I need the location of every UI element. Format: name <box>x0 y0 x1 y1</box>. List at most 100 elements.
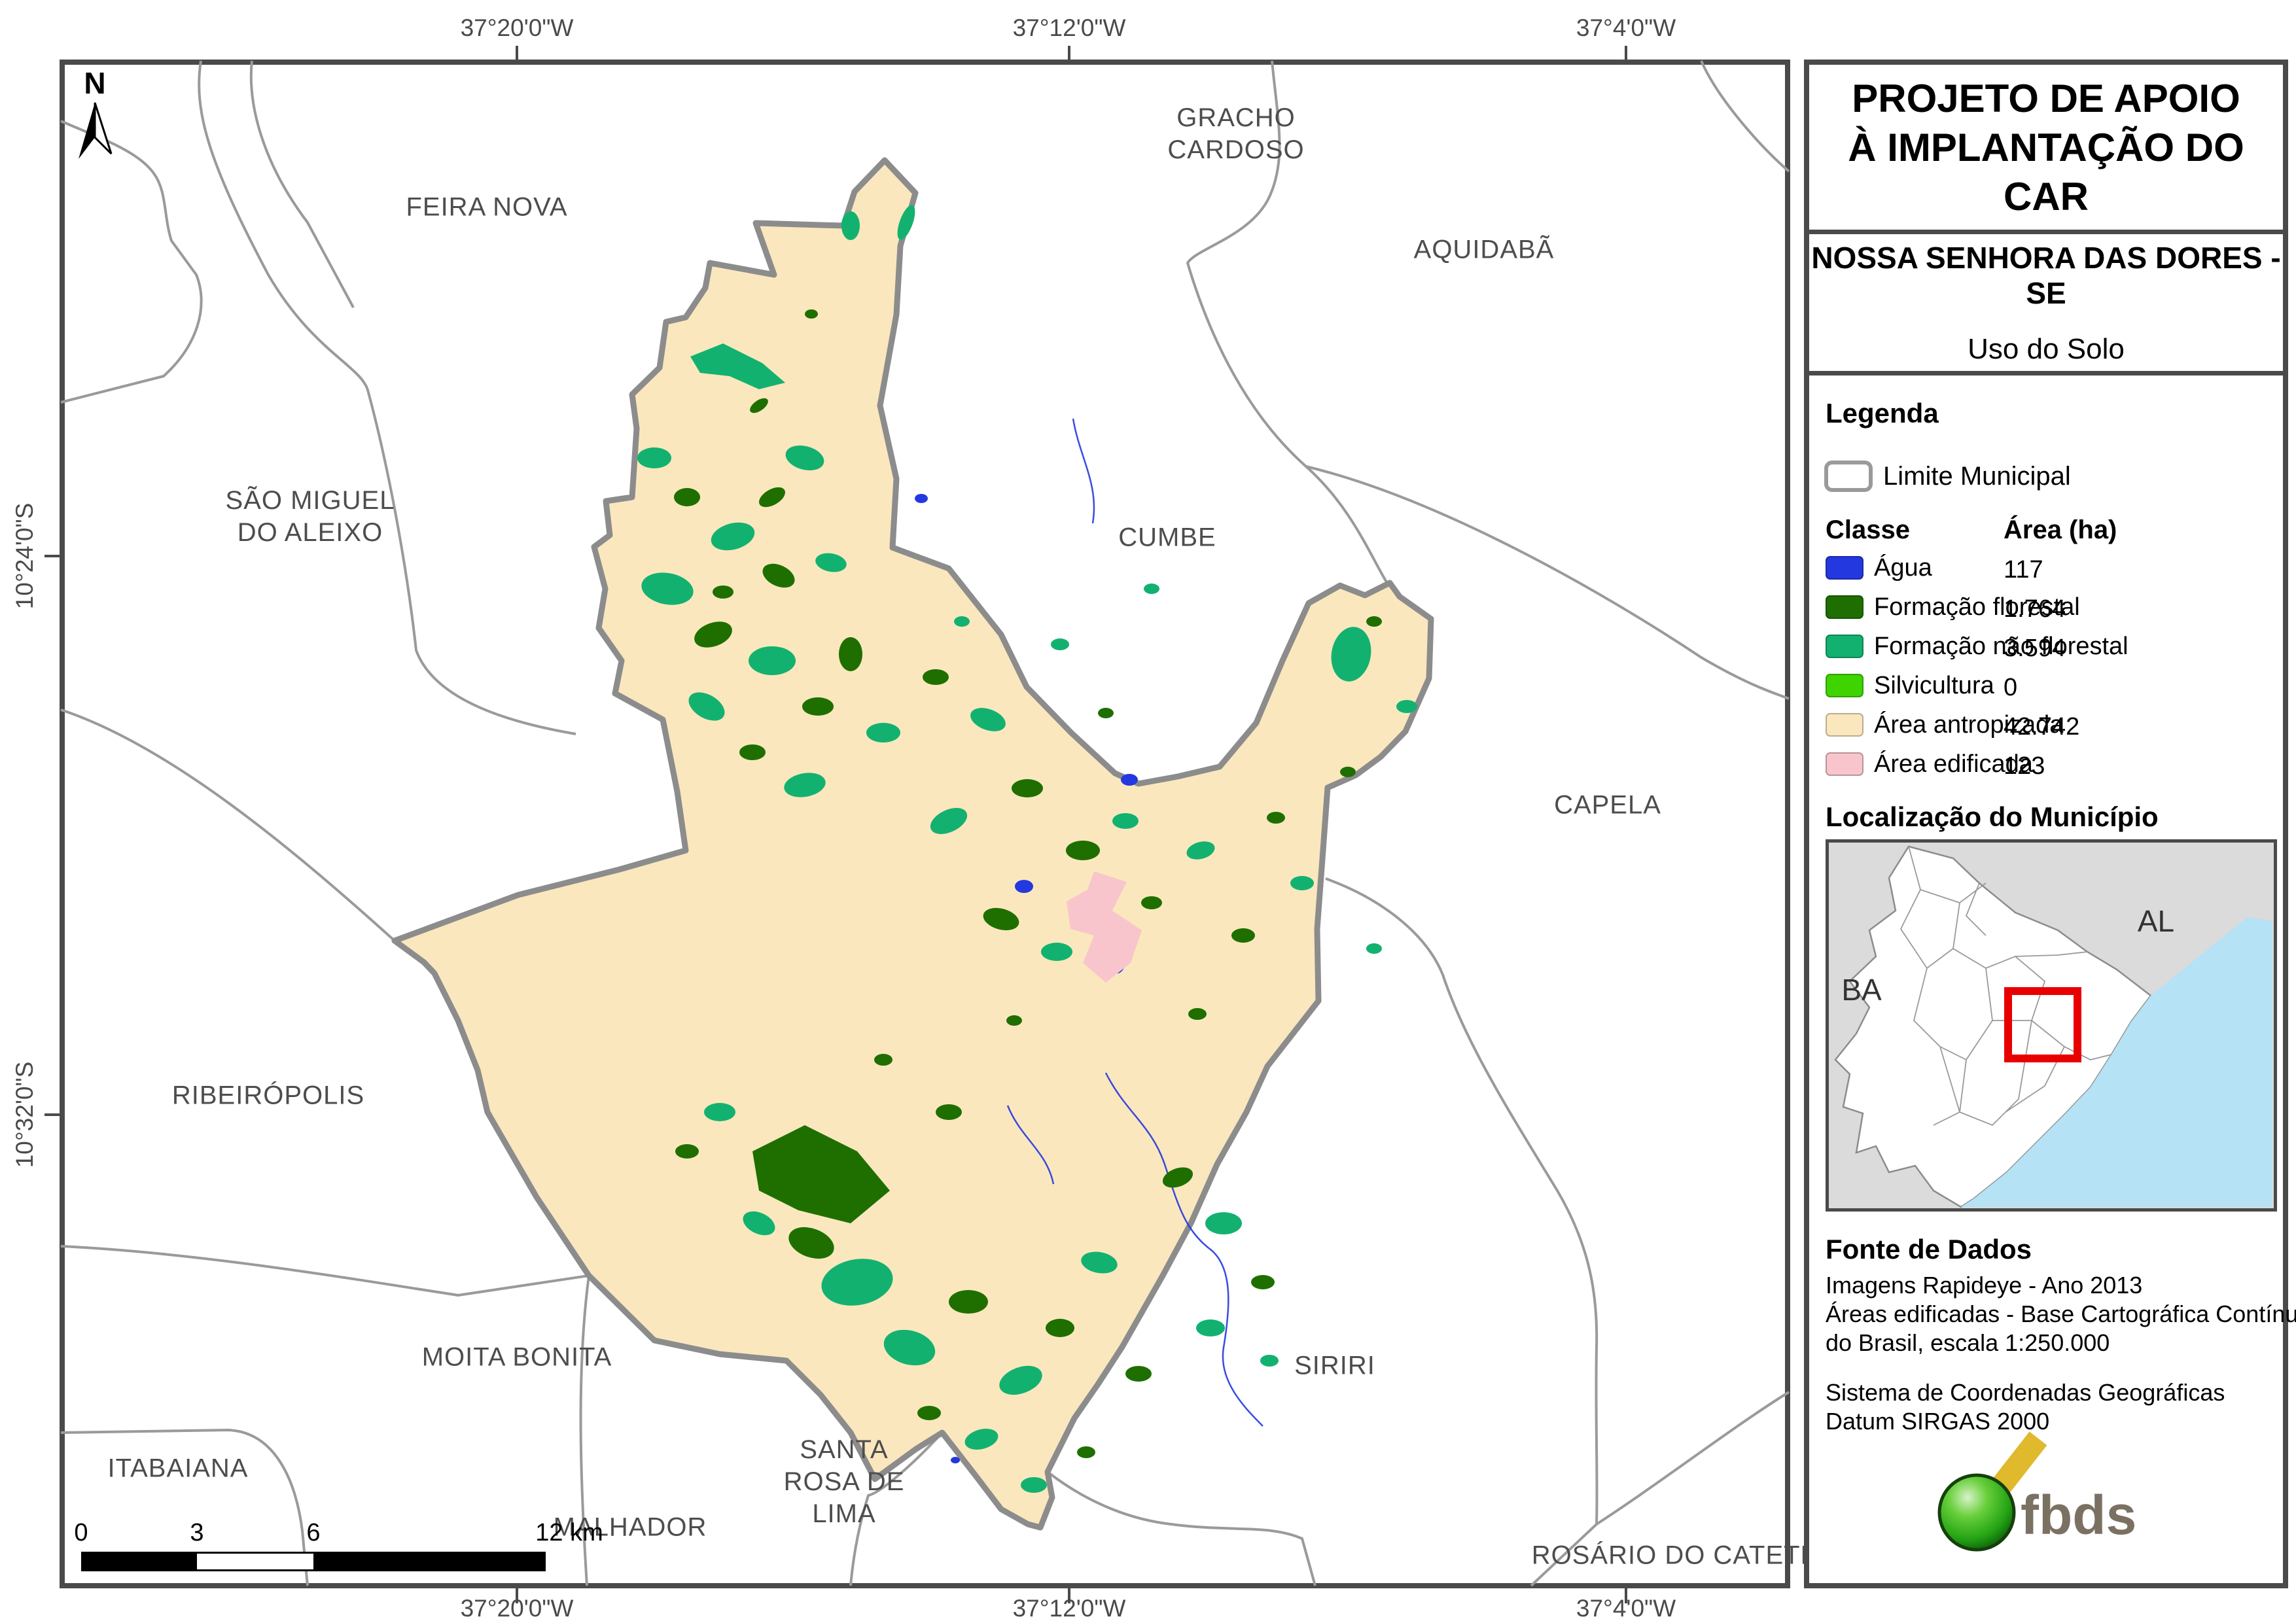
fbds-logo-icon <box>1937 1431 2047 1552</box>
region-label-ribeiropolis: RIBEIRÓPOLIS <box>171 1081 365 1110</box>
region-label-capela: CAPELA <box>1554 790 1661 820</box>
coord-label: 37°4'0"W <box>1576 1595 1676 1622</box>
tick-top-3 <box>1625 46 1627 61</box>
tick-top-2 <box>1068 46 1070 61</box>
scale-label-6: 6 <box>306 1519 321 1546</box>
legend-row: Área antropizada <box>1826 707 2063 743</box>
limite-label: Limite Municipal <box>1883 461 2071 491</box>
legend-label: Área antropizada <box>1874 710 2064 739</box>
region-label-gracho-cardoso: GRACHO CARDOSO <box>1167 103 1305 164</box>
legend-row: Formação não florestal <box>1826 628 2128 665</box>
municipality-name: NOSSA SENHORA DAS DORES - SE <box>1811 240 2281 310</box>
source-line: Imagens Rapideye - Ano 2013 <box>1826 1272 2143 1299</box>
legend-col-area: Área (ha) <box>2004 515 2117 544</box>
nao-florestal-patches <box>637 205 1417 1493</box>
region-label-moita-bonita: MOITA BONITA <box>421 1342 612 1372</box>
municipality-shape <box>391 157 1434 1531</box>
municipality-highlight-box <box>2004 987 2081 1062</box>
region-label-itabaiana: ITABAIANA <box>107 1454 249 1483</box>
map-canvas <box>60 60 1790 1587</box>
region-label-rosario: ROSÁRIO DO CATETE <box>1531 1541 1819 1570</box>
tick-left-2 <box>44 1113 60 1116</box>
legend-label: Área edificada <box>1874 750 2033 778</box>
north-label: N <box>84 66 106 100</box>
source-line: do Brasil, escala 1:250.000 <box>1826 1329 2110 1356</box>
subtitle-box: NOSSA SENHORA DAS DORES - SE Uso do Solo <box>1809 234 2283 375</box>
crs-line: Sistema de Coordenadas Geográficas <box>1826 1379 2225 1406</box>
scale-label-0: 0 <box>74 1519 88 1546</box>
north-arrow-icon <box>79 102 113 159</box>
scale-bar <box>81 1552 546 1571</box>
legend-limite-row: Limite Municipal <box>1824 458 2071 495</box>
legend-label: Formação florestal <box>1874 593 2080 621</box>
tick-bottom-1 <box>516 1588 518 1603</box>
scale-seg-white <box>197 1552 313 1571</box>
legend-swatch-florestal <box>1826 595 1863 619</box>
edificada-patch <box>1067 871 1142 983</box>
legend-row: Água <box>1826 550 1932 586</box>
legend-swatch-antropizada <box>1826 713 1863 737</box>
source-line: Áreas edificadas - Base Cartográfica Con… <box>1826 1300 2296 1327</box>
coord-label: 37°12'0"W <box>1012 1595 1126 1622</box>
region-label-aquidaba: AQUIDABÃ <box>1413 235 1555 264</box>
legend-label: Formação não florestal <box>1874 632 2128 660</box>
ocean <box>1961 917 2272 1207</box>
region-label-santa-rosa: SANTA ROSA DE LIMA <box>783 1435 905 1528</box>
fbds-logo-text: fbds <box>2021 1484 2137 1546</box>
inset-label-ba: BA <box>1841 973 1882 1007</box>
location-heading: Localização do Município <box>1826 801 2159 832</box>
region-label-sao-miguel: SÃO MIGUEL DO ALEIXO <box>225 486 395 547</box>
legend-value: 1.764 <box>2004 595 2066 623</box>
legend-label: Silvicultura <box>1874 671 1994 699</box>
rivers <box>1006 418 1263 1427</box>
scale-seg-black <box>81 1552 197 1571</box>
legend-value: 42.742 <box>2004 713 2080 741</box>
coord-label: 37°20'0"W <box>460 1595 574 1622</box>
legend-col-classe: Classe <box>1826 515 1910 544</box>
coord-label: 37°20'0"W <box>460 14 574 41</box>
neighbor-boundaries <box>60 60 1790 1587</box>
scale-label-3: 3 <box>190 1519 204 1546</box>
side-panel: PROJETO DE APOIO À IMPLANTAÇÃO DO CAR NO… <box>1804 60 2288 1588</box>
inset-map-svg <box>1834 845 2272 1208</box>
title-box: PROJETO DE APOIO À IMPLANTAÇÃO DO CAR <box>1809 65 2283 234</box>
region-label-cumbe: CUMBE <box>1118 523 1216 552</box>
tick-top-1 <box>516 46 518 61</box>
legend-swatch-silvicultura <box>1826 674 1863 697</box>
legend-row: Silvicultura <box>1826 667 1994 704</box>
location-inset-map: BA AL <box>1826 839 2277 1212</box>
coord-label: 37°12'0"W <box>1012 14 1126 41</box>
legend-value: 3.594 <box>2004 635 2066 662</box>
legend-swatch-edificada <box>1826 752 1863 776</box>
scale-label-12km: 12 km <box>535 1519 603 1546</box>
crs-line: Datum SIRGAS 2000 <box>1826 1408 2050 1435</box>
map-theme: Uso do Solo <box>1968 332 2125 365</box>
source-heading: Fonte de Dados <box>1826 1234 2032 1265</box>
region-label-siriri: SIRIRI <box>1294 1351 1375 1380</box>
legend-row: Área edificada <box>1826 746 2033 782</box>
legend-label: Água <box>1874 553 1932 582</box>
tick-bottom-2 <box>1068 1588 1070 1603</box>
project-title: PROJETO DE APOIO À IMPLANTAÇÃO DO CAR <box>1848 76 2244 218</box>
region-label-malhador: MALHADOR <box>553 1512 707 1542</box>
coord-label: 37°4'0"W <box>1576 14 1676 41</box>
legend-value: 0 <box>2004 674 2018 701</box>
region-label-feira-nova: FEIRA NOVA <box>406 192 568 222</box>
inset-label-al: AL <box>2137 904 2175 938</box>
legend-row: Formação florestal <box>1826 589 2080 625</box>
north-arrow: N <box>65 65 124 170</box>
legend-value: 117 <box>2004 556 2043 584</box>
tick-left-1 <box>44 555 60 557</box>
tick-bottom-3 <box>1625 1588 1627 1603</box>
coord-label: 10°24'0"S <box>11 502 38 610</box>
legend-swatch-nao-florestal <box>1826 635 1863 658</box>
inset-municipal-lines <box>1899 846 2112 1126</box>
legend-value: 123 <box>2004 752 2045 780</box>
legend-heading: Legenda <box>1826 398 1939 428</box>
scale-seg-black <box>313 1552 546 1571</box>
florestal-patches <box>674 309 1382 1458</box>
coord-label: 10°32'0"S <box>11 1061 38 1168</box>
legend-swatch-agua <box>1826 556 1863 580</box>
limite-swatch <box>1824 461 1873 492</box>
